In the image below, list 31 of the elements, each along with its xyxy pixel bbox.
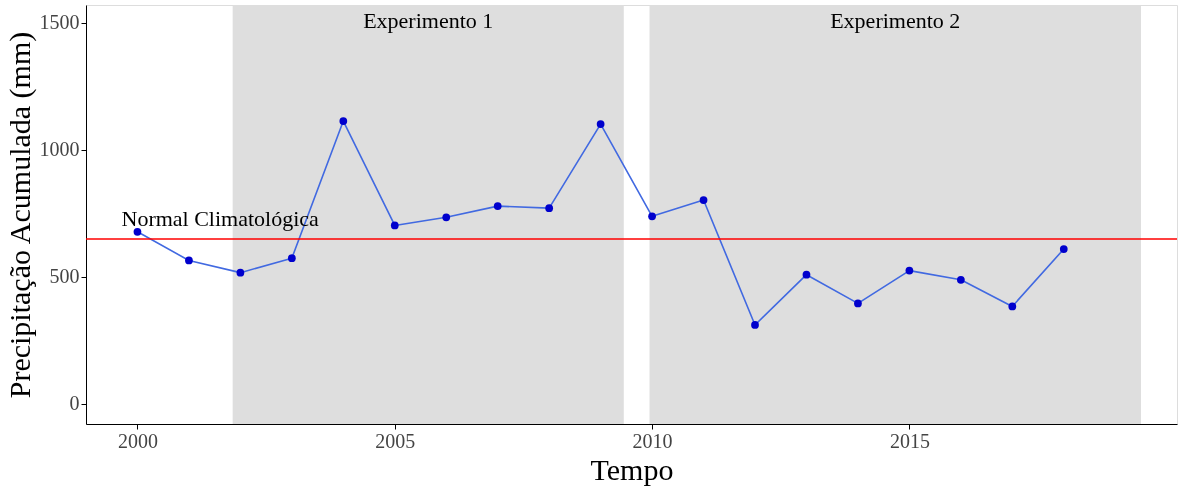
point bbox=[390, 221, 399, 230]
point bbox=[699, 196, 708, 204]
point bbox=[854, 299, 862, 308]
y-tick-label: 1000 bbox=[39, 138, 80, 161]
point bbox=[287, 254, 296, 263]
x-axis-title: Tempo bbox=[590, 452, 674, 486]
point bbox=[648, 212, 656, 221]
point bbox=[802, 270, 811, 279]
y-tick-label: 500 bbox=[49, 265, 80, 288]
point bbox=[596, 120, 605, 128]
band-label: Experimento 1 bbox=[363, 8, 494, 33]
point bbox=[185, 256, 193, 265]
x-tick-label: 2015 bbox=[889, 429, 930, 452]
point bbox=[339, 117, 348, 125]
point bbox=[751, 321, 759, 329]
point bbox=[545, 204, 554, 213]
band-label: Experimento 2 bbox=[830, 8, 961, 33]
point bbox=[442, 213, 451, 222]
point bbox=[133, 227, 142, 236]
point bbox=[236, 268, 245, 277]
y-axis-title: Precipitação Acumulada (mm) bbox=[2, 31, 37, 399]
y-tick-label: 0 bbox=[69, 392, 80, 415]
point bbox=[1008, 302, 1017, 311]
point bbox=[905, 266, 914, 275]
x-tick-label: 2010 bbox=[632, 429, 673, 452]
point bbox=[956, 275, 965, 284]
x-tick-label: 2005 bbox=[375, 429, 416, 452]
x-tick-label: 2000 bbox=[117, 429, 158, 452]
point bbox=[1059, 245, 1068, 253]
point bbox=[493, 202, 502, 210]
y-tick-label: 1500 bbox=[39, 11, 80, 34]
